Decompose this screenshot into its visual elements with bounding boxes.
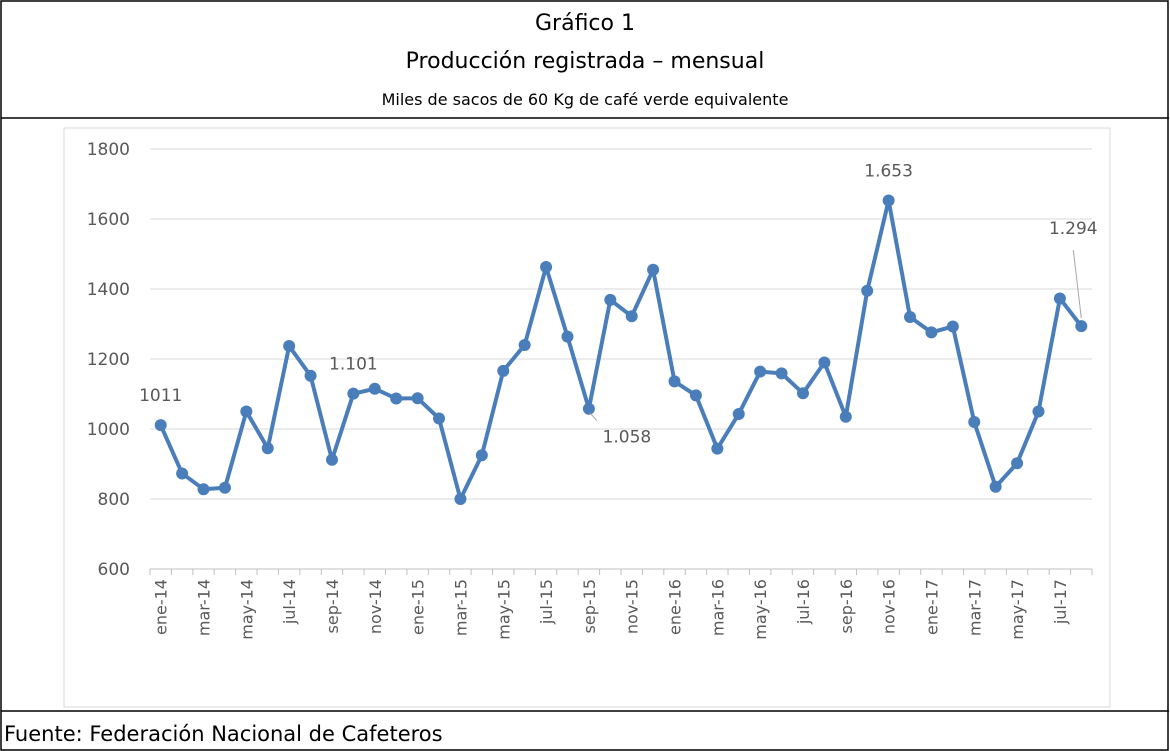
point [989, 480, 1002, 493]
point [240, 405, 253, 418]
point [839, 410, 852, 423]
point [304, 369, 317, 382]
point [540, 260, 553, 273]
x-tick-label: mar-17 [965, 579, 984, 636]
point [968, 416, 981, 428]
point [325, 453, 338, 466]
point [818, 356, 831, 369]
point [647, 263, 660, 276]
point [497, 364, 510, 377]
point [1075, 320, 1088, 333]
point [925, 326, 938, 339]
point [904, 311, 917, 323]
point [604, 293, 617, 306]
chart-title: Gráfico 1 [535, 11, 635, 36]
leader-line [1072, 250, 1082, 319]
y-tick-label: 1200 [87, 350, 130, 370]
x-tick-label: sep-16 [837, 579, 856, 633]
point [518, 339, 531, 351]
point [1011, 457, 1024, 470]
point [154, 419, 167, 432]
x-tick-label: ene-15 [409, 579, 428, 635]
x-tick-label: nov-16 [880, 579, 899, 634]
point [368, 382, 381, 395]
chart-frame [63, 127, 1111, 708]
point [861, 284, 874, 297]
point [754, 365, 767, 378]
point [390, 392, 403, 405]
point [561, 330, 574, 343]
data-label: 1.294 [1049, 219, 1098, 239]
leader-line [589, 412, 598, 422]
y-tick-label: 1600 [87, 210, 130, 230]
x-tick-label: mar-15 [451, 579, 470, 636]
data-label: 1.058 [603, 428, 652, 448]
x-tick-label: ene-14 [152, 579, 171, 635]
point [1032, 405, 1045, 418]
point [1053, 292, 1066, 305]
x-tick-label: may-16 [751, 579, 770, 640]
y-tick-label: 600 [98, 560, 130, 580]
data-label: 1011 [139, 386, 182, 406]
y-tick-label: 800 [98, 490, 130, 510]
point [197, 483, 210, 496]
chart-note: Miles de sacos de 60 Kg de café verde eq… [382, 90, 789, 109]
point [946, 320, 959, 333]
x-tick-label: may-14 [237, 579, 256, 640]
x-tick-label: mar-16 [708, 579, 727, 636]
x-tick-label: ene-16 [666, 579, 685, 635]
point [411, 392, 424, 405]
point [775, 367, 788, 380]
y-tick-label: 1800 [87, 140, 130, 160]
point [475, 449, 488, 462]
x-tick-label: may-15 [494, 579, 513, 640]
x-tick-label: nov-15 [623, 579, 642, 634]
point [732, 407, 745, 420]
x-tick-label: may-17 [1008, 579, 1027, 640]
data-label: 1.101 [329, 355, 378, 375]
x-tick-label: jul-16 [794, 579, 813, 625]
x-tick-label: sep-14 [323, 579, 342, 633]
x-tick-label: jul-17 [1051, 579, 1070, 625]
point [176, 467, 189, 480]
y-tick-label: 1400 [87, 280, 130, 300]
point [711, 442, 724, 455]
data-label: 1.653 [864, 161, 913, 181]
point [433, 412, 446, 425]
source: Fuente: Federación Nacional de Cafeteros [4, 722, 443, 746]
x-tick-label: sep-15 [580, 579, 599, 633]
y-tick-label: 1000 [87, 420, 130, 440]
x-tick-label: ene-17 [922, 579, 941, 635]
point [454, 493, 467, 505]
x-tick-label: jul-14 [280, 579, 299, 625]
point [796, 387, 809, 400]
x-tick-label: mar-14 [195, 579, 214, 636]
point [218, 481, 231, 494]
point [261, 442, 274, 455]
point [625, 310, 638, 323]
point [882, 194, 895, 207]
point [347, 387, 360, 400]
x-tick-label: jul-15 [537, 579, 556, 625]
point [283, 340, 296, 353]
chart-subtitle: Producción registrada – mensual [406, 49, 765, 74]
point [582, 402, 595, 415]
point [689, 389, 702, 402]
x-tick-label: nov-14 [366, 579, 385, 634]
series-line [158, 198, 1083, 501]
point [668, 375, 681, 388]
